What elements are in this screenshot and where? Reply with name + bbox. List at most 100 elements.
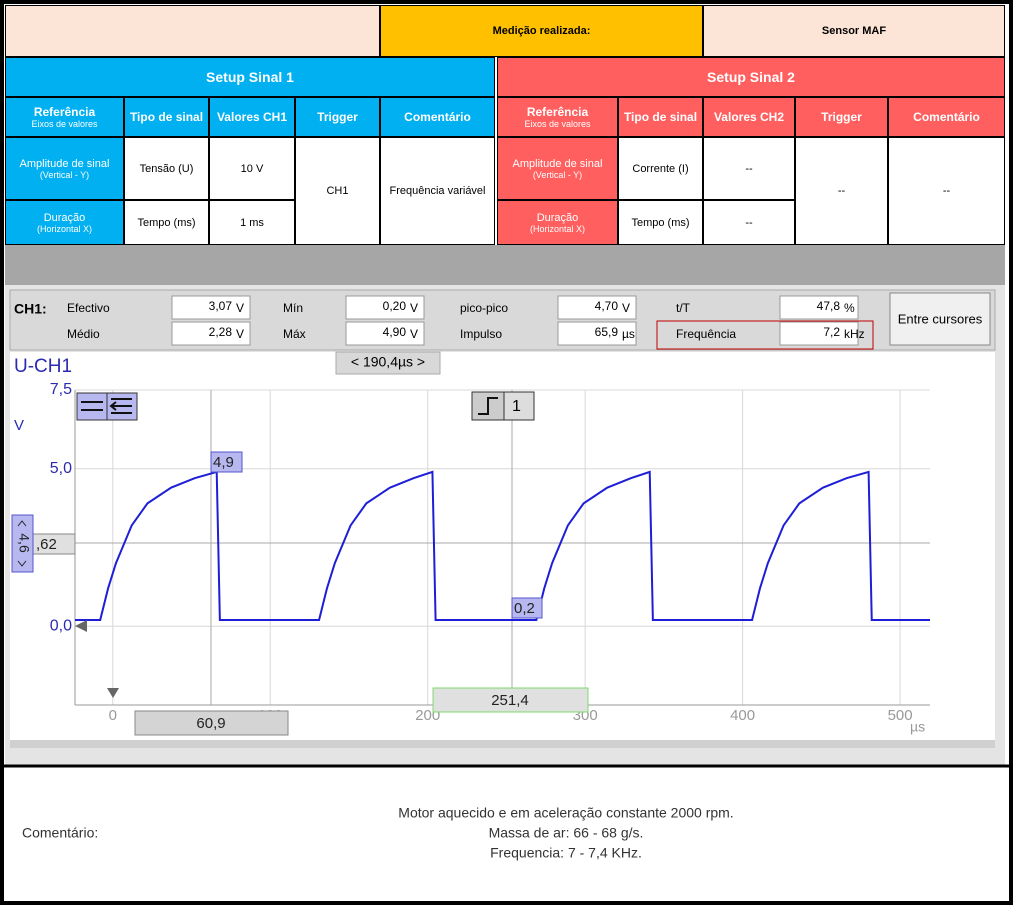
cell-text: Tempo (ms) xyxy=(137,216,196,229)
signal-value: 10 V xyxy=(209,137,295,200)
y-tick-label: 5,0 xyxy=(50,460,72,477)
cell-text: Tensão (U) xyxy=(139,162,194,175)
cell-text: Tempo (ms) xyxy=(631,216,690,229)
x-tick-label: 400 xyxy=(730,707,755,724)
comment-line: Frequencia: 7 - 7,4 KHz. xyxy=(490,845,642,861)
signal-type: Corrente (I) xyxy=(618,137,703,200)
cell-text: Trigger xyxy=(821,110,862,124)
cell-text: Referência xyxy=(33,105,96,119)
measurement-unit: V xyxy=(410,327,418,341)
column-header: Valores CH1 xyxy=(209,97,295,137)
row-reference: Duração (Horizontal X) xyxy=(5,200,124,245)
comment-line: Motor aquecido e em aceleração constante… xyxy=(398,805,733,821)
x-unit: µs xyxy=(910,719,925,735)
cell-text: Comentário xyxy=(404,110,471,124)
measurement-unit: µs xyxy=(622,327,635,341)
measurement-name: Frequência xyxy=(676,327,736,341)
measurement-unit: kHz xyxy=(844,327,865,341)
cursor-value: 251,4 xyxy=(491,692,529,709)
cell-text: Duração xyxy=(536,211,579,224)
cursor-box xyxy=(511,597,543,619)
measurement-value: 3,07 xyxy=(209,299,233,313)
measurement-box xyxy=(345,321,425,346)
scope-footer xyxy=(10,740,995,748)
separator-band xyxy=(5,245,1005,285)
column-header: Trigger xyxy=(295,97,380,137)
signal-value: 1 ms xyxy=(209,200,295,245)
cursor-box xyxy=(432,687,589,713)
column-header: Referência Eixos de valores xyxy=(497,97,618,137)
column-header: Referência Eixos de valores xyxy=(5,97,124,137)
cursor-box xyxy=(210,451,243,473)
comment-label: Comentário: xyxy=(22,825,98,841)
measurement-name: t/T xyxy=(676,301,691,315)
measurement-value: Sensor MAF xyxy=(703,5,1005,57)
tool-glyph xyxy=(81,398,132,414)
signal-type: Tempo (ms) xyxy=(124,200,209,245)
highlight-box xyxy=(656,320,874,350)
measurement-box xyxy=(779,295,859,320)
measurement-unit: % xyxy=(844,301,855,315)
measurement-unit: V xyxy=(236,301,244,315)
measurement-name: Mín xyxy=(283,301,303,315)
measurement-value: 2,28 xyxy=(209,325,233,339)
blank-cell xyxy=(5,5,380,57)
column-header: Comentário xyxy=(380,97,495,137)
cell-text: 10 V xyxy=(240,162,264,175)
comment: -- xyxy=(888,137,1005,245)
cell-text: -- xyxy=(837,185,846,197)
cursor-value: 0,2 xyxy=(514,600,535,617)
measurement-name: Máx xyxy=(283,327,306,341)
cell-text: Medição realizada: xyxy=(492,25,591,37)
button[interactable] xyxy=(889,292,991,346)
y-unit: V xyxy=(14,417,24,434)
cursor-box xyxy=(134,710,289,736)
signal-value: -- xyxy=(703,200,795,245)
trigger-glyph xyxy=(478,397,498,415)
cell-text: Tipo de sinal xyxy=(623,110,698,124)
measurement-box xyxy=(779,321,859,346)
cell-text: 1 ms xyxy=(240,216,264,229)
measurement-unit: V xyxy=(410,301,418,315)
column-header: Valores CH2 xyxy=(703,97,795,137)
y-tick-label: 7,5 xyxy=(50,381,72,398)
row-reference: Duração (Horizontal X) xyxy=(497,200,618,245)
cell-text: (Horizontal X) xyxy=(36,223,92,234)
row-reference: Amplitude de sinal (Vertical - Y) xyxy=(497,137,618,200)
cell-text: Tipo de sinal xyxy=(129,110,204,124)
marker xyxy=(75,620,87,632)
cell-text: Sensor MAF xyxy=(821,25,887,37)
cursor-value: 60,9 xyxy=(196,715,225,732)
x-tick-label: 0 xyxy=(109,707,117,724)
cell-text: Comentário xyxy=(913,110,980,124)
measurement-name: Efectivo xyxy=(67,301,110,315)
cell-text: Frequência variável xyxy=(389,185,486,197)
column-header: Tipo de sinal xyxy=(618,97,703,137)
button-label: Entre cursores xyxy=(898,311,983,326)
cell-text: Referência xyxy=(526,105,589,119)
measurement-unit: V xyxy=(622,301,630,315)
signal-value: -- xyxy=(703,137,795,200)
span-box xyxy=(335,351,441,375)
cell-text: CH1 xyxy=(326,185,349,197)
column-header: Tipo de sinal xyxy=(124,97,209,137)
measurement-value: 0,20 xyxy=(383,299,407,313)
cell-text: Eixos de valores xyxy=(31,119,98,129)
measurement-value: 47,8 xyxy=(817,299,841,313)
row-reference: Amplitude de sinal (Vertical - Y) xyxy=(5,137,124,200)
signal-type: Tensão (U) xyxy=(124,137,209,200)
cell-text: Valores CH1 xyxy=(216,110,288,124)
cell-text: Setup Sinal 1 xyxy=(206,69,294,85)
y-tick-label: 0,0 xyxy=(50,617,72,634)
trigger: -- xyxy=(795,137,888,245)
setup-title: Setup Sinal 1 xyxy=(5,57,495,97)
cell-text: -- xyxy=(745,162,753,175)
signal-type: Tempo (ms) xyxy=(618,200,703,245)
x-tick-label: 500 xyxy=(888,707,913,724)
marker xyxy=(107,688,119,698)
cell-text: -- xyxy=(745,216,753,229)
measurement-value: 4,70 xyxy=(595,299,619,313)
trigger: CH1 xyxy=(295,137,380,245)
